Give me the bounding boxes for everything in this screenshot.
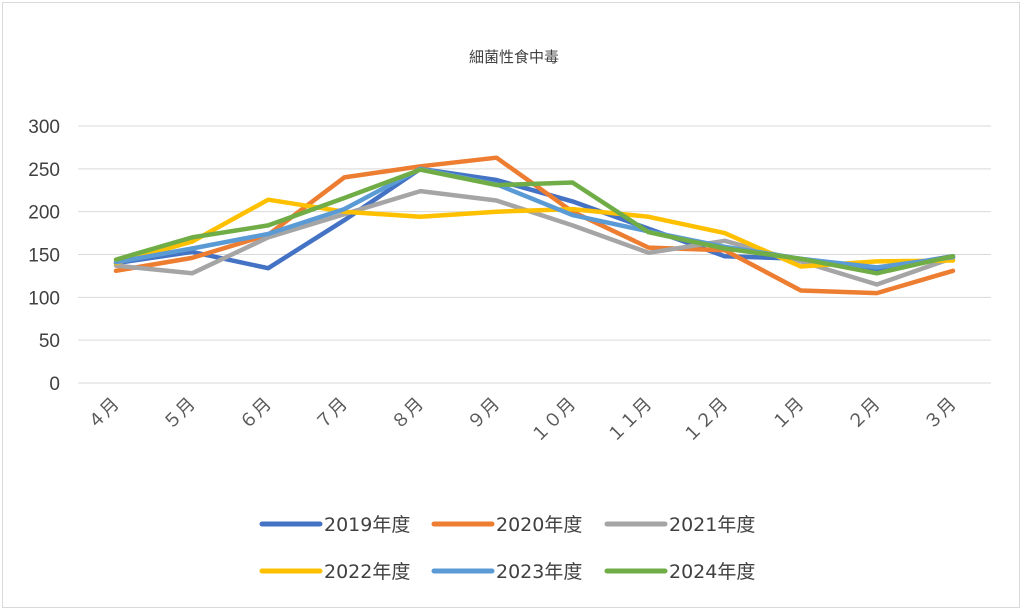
y-tick-label: 0 [49,374,60,395]
y-tick-label: 150 [28,246,60,267]
y-tick-label: 200 [28,203,60,224]
x-tick-label: １月 [768,394,808,434]
legend-label-2: 2021年度 [669,514,755,536]
x-tick-label: ２月 [844,394,884,434]
y-tick-label: 100 [28,288,60,309]
y-tick-label: 300 [28,117,60,138]
legend-label-1: 2020年度 [496,514,582,536]
x-tick-label: ３月 [920,394,960,434]
series-layer [113,155,956,296]
y-axis-ticks: 0 50 100 150 200 250 300 [28,117,60,395]
x-tick-label: ８月 [388,394,428,434]
x-tick-label: ７月 [312,394,352,434]
x-tick-label: ６月 [235,394,275,434]
series-line-1 [113,155,956,296]
legend: 2019年度 2020年度 2021年度 2022年度 2023年度 2024年度 [259,514,755,583]
x-tick-label: １２月 [679,394,732,447]
legend-label-0: 2019年度 [324,514,410,536]
legend-label-4: 2023年度 [496,561,582,583]
x-tick-label: １０月 [527,394,580,447]
x-tick-label: １１月 [603,394,656,447]
series-line-3 [113,197,956,269]
legend-label-5: 2024年度 [669,561,755,583]
x-tick-label: ４月 [83,394,123,434]
x-tick-label: ５月 [159,394,199,434]
y-tick-label: 250 [28,160,60,181]
chart-svg: 細菌性食中毒 0 50 100 150 200 250 300 ４月 ５月 ６月 ７月 ８月 ９月 １０… [28,48,991,583]
y-tick-label: 50 [39,331,60,352]
x-axis-ticks: ４月 ５月 ６月 ７月 ８月 ９月 １０月 １１月 １２月 １月 ２月 ３月 [83,394,960,447]
series-line-5 [113,167,956,276]
legend-label-3: 2022年度 [324,561,410,583]
x-tick-label: ９月 [464,394,504,434]
chart-title: 細菌性食中毒 [469,48,559,66]
